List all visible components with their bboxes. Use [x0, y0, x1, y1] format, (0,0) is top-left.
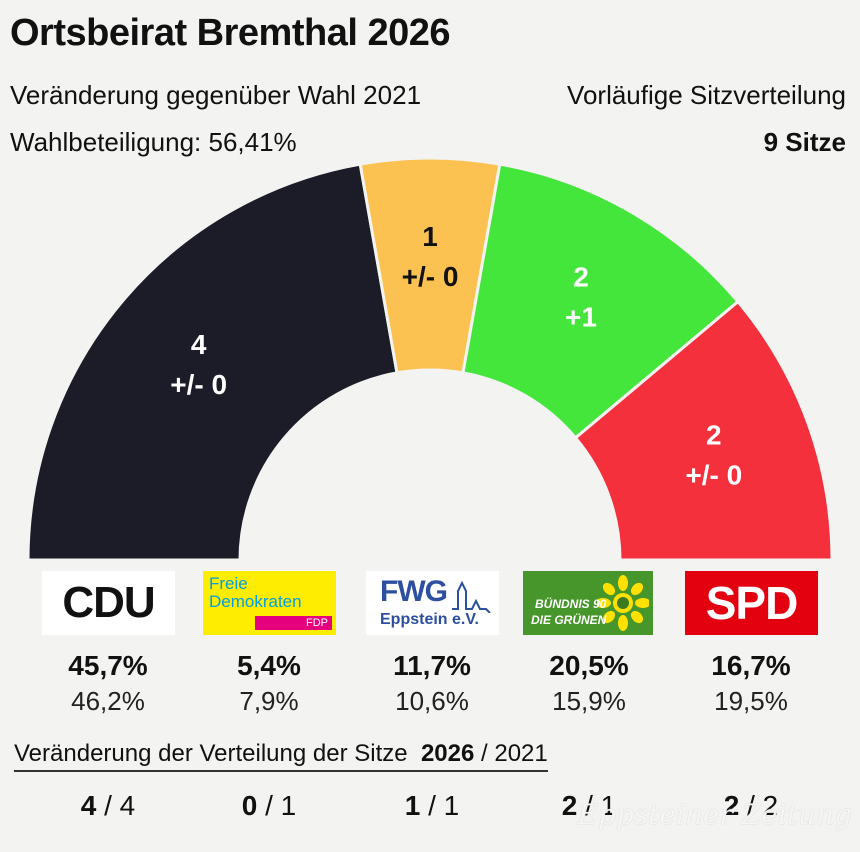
gruene-seats-2021: 1 — [600, 790, 617, 821]
seat-change-heading-text: Veränderung der Verteilung der Sitze — [14, 740, 408, 767]
sunflower-icon — [597, 575, 649, 631]
seat-change-label-grüne: +1 — [565, 301, 597, 332]
fwg-logo: FWG Eppstein e.V. — [366, 571, 499, 635]
gruene-vote-2026: 20,5% — [549, 650, 629, 681]
seat-change-label-fdp: +/- 0 — [402, 261, 459, 292]
fdp-logo: Freie Demokraten FDP — [203, 571, 336, 635]
seat-change-label-cdu: +/- 0 — [170, 369, 227, 400]
fwg-vote-2026: 11,7% — [393, 650, 471, 681]
cdu-vote-block: 45,7% 46,2% — [28, 650, 188, 717]
fwg-seat-change: 1 / 1 — [352, 790, 512, 822]
seat-count-label-cdu: 4 — [191, 329, 207, 360]
seat-change-heading: Veränderung der Verteilung der Sitze 202… — [14, 740, 548, 772]
cdu-logo-text: CDU — [62, 578, 155, 627]
fdp-logo-line1: Freie — [209, 574, 248, 593]
fwg-logo-text: FWG — [380, 575, 448, 608]
cdu-seat-sep: / — [104, 790, 112, 821]
fwg-seats-2021: 1 — [443, 790, 460, 821]
seat-change-label-spd: +/- 0 — [685, 460, 742, 491]
gruene-logo-line1: BÜNDNIS 90 — [535, 597, 607, 611]
seat-count-label-grüne: 2 — [573, 261, 589, 292]
seat-count-label-spd: 2 — [706, 420, 722, 451]
gruene-seat-change: 2 / 1 — [509, 790, 669, 822]
cdu-seat-change: 4 / 4 — [28, 790, 188, 822]
fdp-seats-2021: 1 — [280, 790, 297, 821]
fwg-seat-sep: / — [428, 790, 436, 821]
fwg-vote-2021: 10,6% — [395, 686, 469, 716]
fdp-seat-change: 0 / 1 — [189, 790, 349, 822]
watermark: Eppsteiner Zeitung — [577, 798, 852, 831]
spd-logo: SPD — [685, 571, 818, 635]
gruene-logo: BÜNDNIS 90 DIE GRÜNEN — [523, 571, 653, 635]
spd-vote-2026: 16,7% — [711, 650, 791, 681]
seat-change-year-old: / 2021 — [481, 740, 548, 767]
cdu-logo: CDU — [42, 571, 175, 635]
seat-change-year-new: 2026 — [420, 740, 475, 767]
fdp-seats-2026: 0 — [241, 790, 258, 821]
total-seats-label: 9 Sitze — [763, 127, 846, 157]
cdu-vote-2021: 46,2% — [71, 686, 145, 716]
spd-seat-sep: / — [747, 790, 755, 821]
fwg-vote-block: 11,7% 10,6% — [352, 650, 512, 717]
turnout-label: Wahlbeteiligung: 56,41% — [10, 127, 297, 157]
fwg-logo-sub: Eppstein e.V. — [380, 611, 479, 628]
chart-title: Ortsbeirat Bremthal 2026 — [10, 12, 450, 54]
seat-segment-spd — [573, 299, 834, 562]
fwg-skyline-icon — [452, 580, 491, 613]
cdu-vote-2026: 45,7% — [68, 650, 148, 681]
seat-segment-cdu — [26, 162, 399, 562]
cdu-seats-2026: 4 — [80, 790, 97, 821]
seat-segment-grüne — [461, 162, 741, 440]
gruene-vote-block: 20,5% 15,9% — [509, 650, 669, 717]
distribution-label: Vorläufige Sitzverteilung — [567, 80, 846, 110]
fdp-seat-sep: / — [265, 790, 273, 821]
spd-logo-text: SPD — [705, 577, 799, 629]
fdp-logo-line2: Demokraten — [209, 592, 302, 611]
gruene-seats-2026: 2 — [561, 790, 578, 821]
fdp-logo-bar: FDP — [255, 616, 332, 630]
spd-seats-2026: 2 — [723, 790, 740, 821]
gruene-seat-sep: / — [585, 790, 593, 821]
fdp-vote-block: 5,4% 7,9% — [189, 650, 349, 717]
spd-vote-block: 16,7% 19,5% — [671, 650, 831, 717]
fdp-vote-2026: 5,4% — [237, 650, 301, 681]
spd-seat-change: 2 / 2 — [671, 790, 831, 822]
change-label: Veränderung gegenüber Wahl 2021 — [10, 80, 422, 110]
gruene-logo-line2: DIE GRÜNEN — [531, 613, 607, 627]
cdu-seats-2021: 4 — [119, 790, 136, 821]
fwg-seats-2026: 1 — [404, 790, 421, 821]
seat-count-label-fdp: 1 — [422, 221, 438, 252]
gruene-vote-2021: 15,9% — [552, 686, 626, 716]
fdp-vote-2021: 7,9% — [239, 686, 299, 716]
spd-seats-2021: 2 — [762, 790, 779, 821]
spd-vote-2021: 19,5% — [714, 686, 788, 716]
